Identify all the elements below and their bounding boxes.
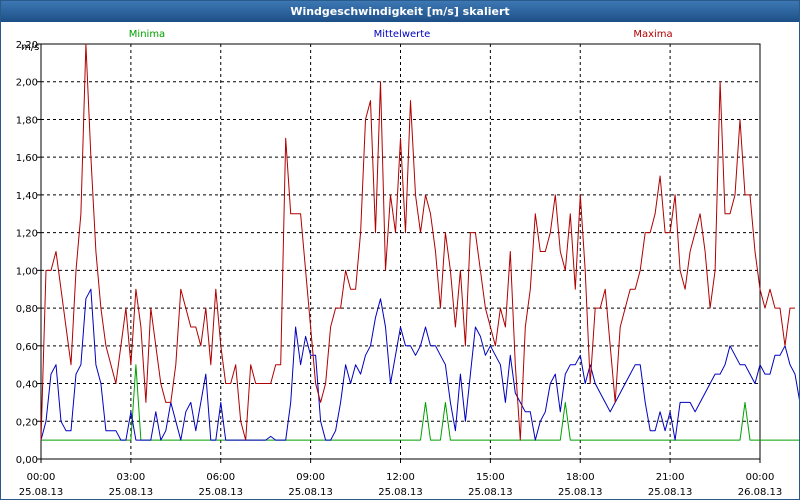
x-tick-date: 25.08.13: [198, 487, 243, 498]
tick-labels: 0,00 0,20 0,40 0,60 0,80 1,00 1,20 1,40 1,60 1,80…: [16, 40, 783, 498]
y-tick-label: 1,40: [16, 191, 38, 202]
y-tick-label: 1,60: [16, 153, 38, 164]
x-tick-time: 18:00: [566, 472, 595, 483]
y-tick-label: 2,00: [16, 78, 38, 89]
x-tick-date: 25.08.13: [648, 487, 693, 498]
plot-border: [40, 43, 761, 460]
legend: Minima Mittelwerte Maxima: [129, 29, 673, 40]
x-tick-date: 25.08.13: [288, 487, 333, 498]
x-tick-time: 00:00: [27, 472, 56, 483]
x-tick-time: 09:00: [296, 472, 325, 483]
legend-minima: Minima: [129, 29, 165, 40]
x-tick-date: 25.08.13: [19, 487, 64, 498]
legend-maxima: Maxima: [633, 29, 672, 40]
x-tick-date: 25.08.13: [558, 487, 603, 498]
x-tick-date: 25.08.13: [468, 487, 513, 498]
y-tick-label: 0,60: [16, 342, 38, 353]
x-tick-time: 03:00: [116, 472, 145, 483]
series-layer: [40, 43, 799, 441]
x-tick-date: 26.08.13: [738, 487, 783, 498]
y-tick-label: 2,20: [16, 40, 38, 51]
grid-lines: [41, 43, 760, 460]
y-tick-label: 0,80: [16, 304, 38, 315]
y-tick-label: 1,00: [16, 266, 38, 277]
x-tick-date: 25.08.13: [109, 487, 154, 498]
y-tick-label: 1,20: [16, 229, 38, 240]
y-tick-label: 0,00: [16, 455, 38, 466]
series-line-minima: [41, 364, 799, 441]
legend-mittelwerte: Mittelwerte: [374, 29, 431, 40]
x-tick-date: 25.08.13: [378, 487, 423, 498]
x-tick-time: 12:00: [386, 472, 415, 483]
y-tick-label: 0,20: [16, 417, 38, 428]
series-line-maxima: [40, 43, 795, 441]
x-tick-time: 00:00: [746, 472, 775, 483]
window-title: Windgeschwindigkeit [m/s] skaliert: [1, 1, 799, 22]
series-line-mittelwerte: [40, 288, 799, 441]
y-axis-unit: m/s: [21, 42, 39, 53]
x-tick-time: 15:00: [476, 472, 505, 483]
y-tick-label: 0,40: [16, 380, 38, 391]
y-tick-label: 1,80: [16, 115, 38, 126]
axes: [37, 43, 761, 463]
x-tick-time: 06:00: [206, 472, 235, 483]
x-tick-time: 21:00: [656, 472, 685, 483]
